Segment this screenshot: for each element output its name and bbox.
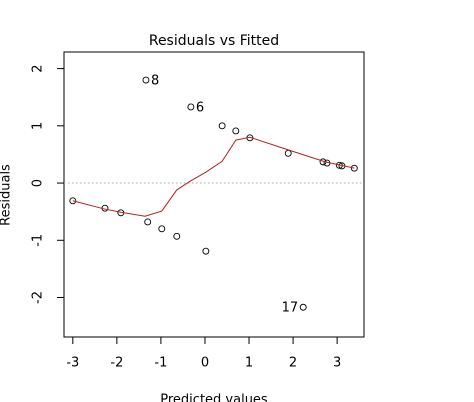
point [202,247,210,255]
smooth-line [72,136,355,217]
point [284,149,292,157]
y-tick-label: 0 [31,179,46,187]
x-tick-label: -2 [110,356,123,371]
x-tick-label: 2 [289,356,297,371]
point [299,303,307,311]
point [350,164,358,172]
chart-title: Residuals vs Fitted [149,33,279,49]
point [142,76,150,84]
point [218,122,226,130]
point [232,127,240,135]
point [144,218,152,226]
point-label: 8 [151,74,159,89]
x-tick-label: 0 [201,356,209,371]
point-label: 6 [196,100,204,115]
y-tick-label: -2 [31,291,46,304]
point [187,103,195,111]
x-tick-label: 1 [245,356,253,371]
y-tick-label: -1 [31,234,46,247]
point-label: 17 [282,301,299,316]
y-axis-label: Residuals [0,164,14,226]
x-tick-label: -3 [66,356,79,371]
point [173,232,181,240]
plot-frame [63,51,365,338]
x-tick-label: 3 [333,356,341,371]
point [158,225,166,233]
x-tick-label: -1 [154,356,167,371]
point [69,197,77,205]
y-tick-label: 1 [31,122,46,130]
x-axis-label: Predicted values [160,393,268,402]
y-tick-label: 2 [31,64,46,72]
